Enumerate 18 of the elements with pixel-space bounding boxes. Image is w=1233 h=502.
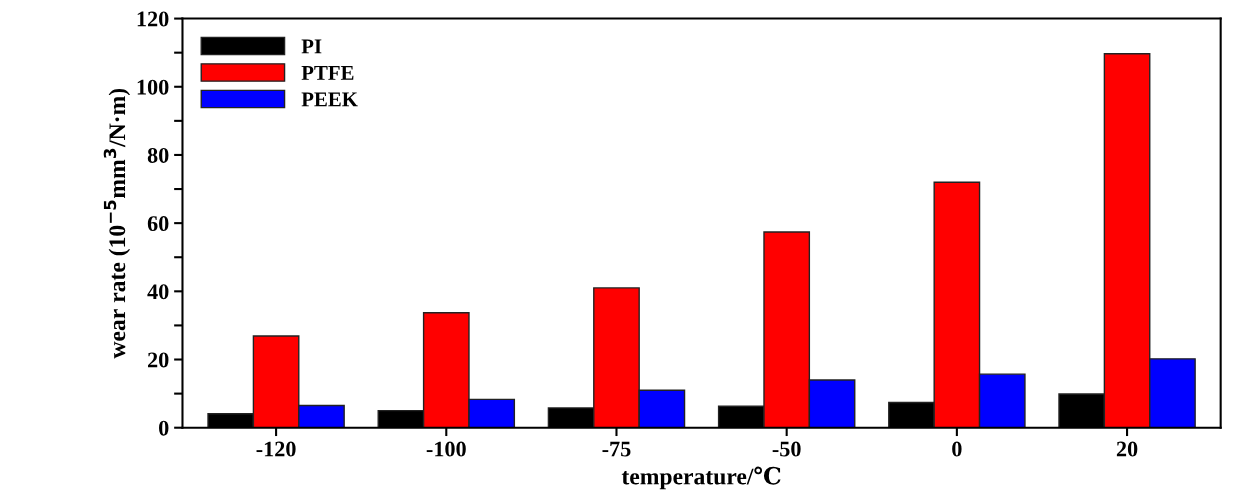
x-tick-label: 0 [952,441,962,457]
y-tick-label: 60 [147,216,169,232]
x-tick-label: -120 [256,441,296,457]
y-tick-label: 120 [137,11,169,27]
legend-label: PI [301,39,322,54]
x-axis-title: temperature/℃ [621,466,781,490]
y-tick-label: 100 [137,79,169,95]
legend-label: PEEK [301,92,358,107]
y-tick-label: 0 [159,420,169,436]
x-tick-label: -100 [426,441,466,457]
x-tick-label: -75 [602,441,631,457]
legend-label: PTFE [301,66,354,80]
x-tick-label: -50 [772,441,801,457]
y-tick-label: 80 [147,147,169,163]
y-tick-label: 20 [148,352,169,368]
x-tick-label: 20 [1116,441,1138,457]
y-tick-label: 40 [147,284,169,300]
y-axis-title: wear rate (10$^{−5}$mm$^{3}$/N·m) [103,88,131,359]
